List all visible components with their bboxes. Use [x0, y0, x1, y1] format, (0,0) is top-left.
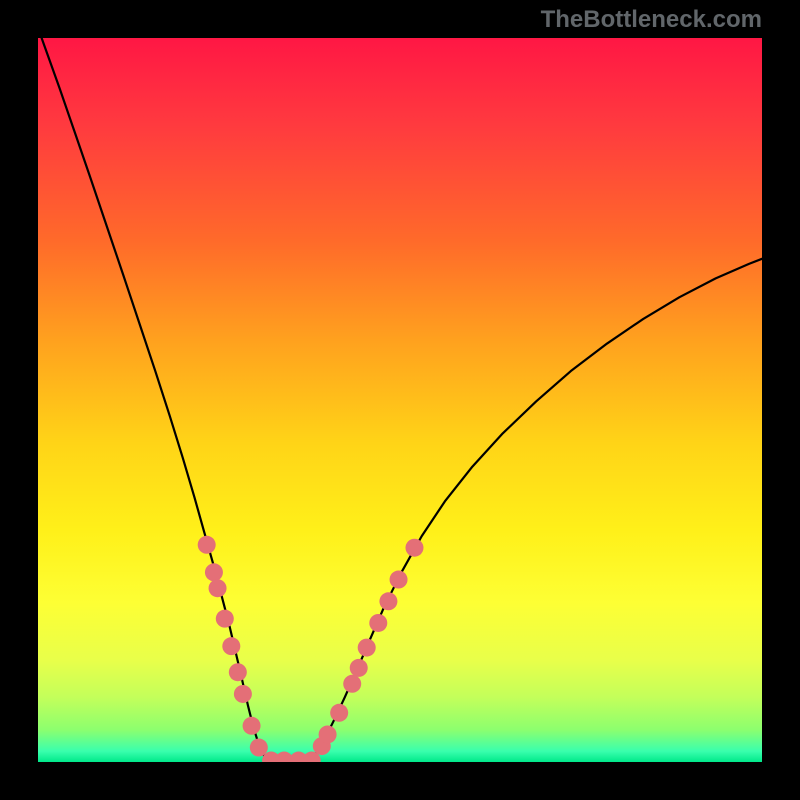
- marker-point: [250, 739, 268, 757]
- marker-point: [343, 675, 361, 693]
- plot-svg: [38, 38, 762, 762]
- marker-point: [234, 685, 252, 703]
- marker-point: [330, 704, 348, 722]
- marker-point: [319, 725, 337, 743]
- marker-point: [350, 659, 368, 677]
- marker-point: [222, 637, 240, 655]
- marker-point: [198, 536, 216, 554]
- plot-background: [38, 38, 762, 762]
- marker-point: [390, 571, 408, 589]
- marker-point: [358, 639, 376, 657]
- marker-point: [209, 579, 227, 597]
- marker-point: [379, 592, 397, 610]
- marker-point: [229, 663, 247, 681]
- marker-point: [369, 614, 387, 632]
- chart-canvas: TheBottleneck.com: [0, 0, 800, 800]
- marker-point: [243, 717, 261, 735]
- marker-point: [216, 610, 234, 628]
- marker-point: [205, 563, 223, 581]
- watermark-text: TheBottleneck.com: [541, 6, 762, 34]
- marker-point: [405, 539, 423, 557]
